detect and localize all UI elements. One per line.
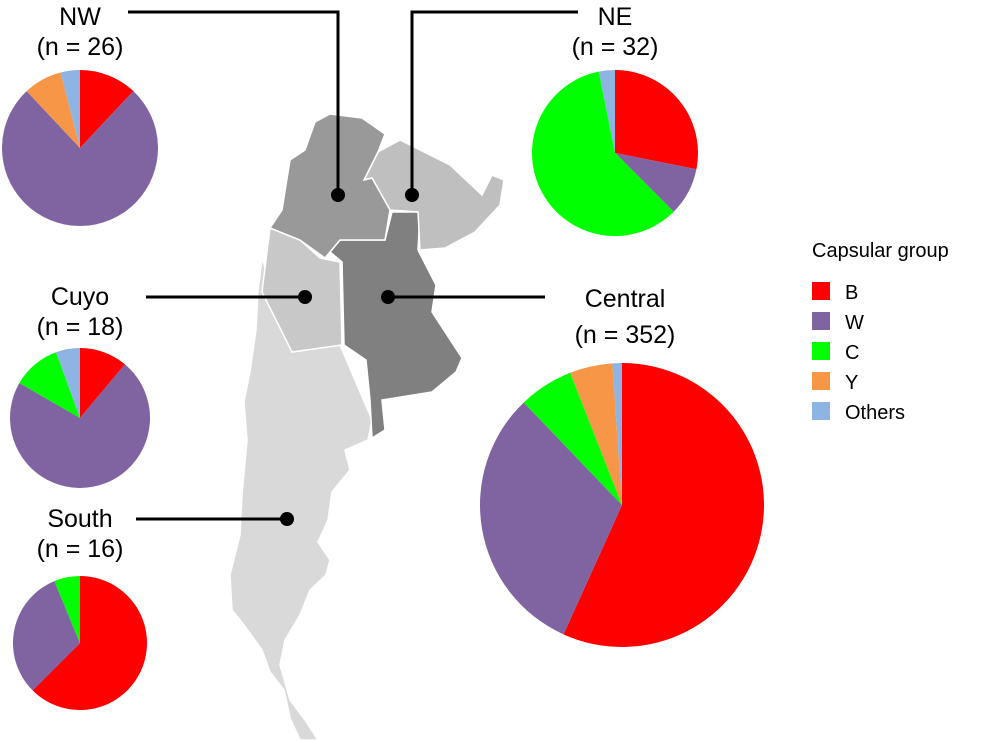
legend-label-c: C <box>845 342 859 364</box>
region-count-south: (n = 16) <box>37 535 124 563</box>
pie-chart-ne <box>532 70 698 236</box>
region-count-central: (n = 352) <box>575 321 676 349</box>
region-labels: NW (n = 26) NE (n = 32) Cuyo (n = 18) Ce… <box>37 3 676 563</box>
legend-swatch-y <box>812 372 830 390</box>
country-map <box>229 113 505 741</box>
region-count-cuyo: (n = 18) <box>37 313 124 341</box>
pie-slice-central-w <box>479 402 622 635</box>
pie-slice-ne-c <box>532 71 674 236</box>
marker-dot-ne <box>405 188 419 202</box>
pie-slice-central-b <box>563 363 764 647</box>
map-region-nw <box>268 113 391 260</box>
pie-slice-ne-others <box>598 70 615 153</box>
pie-slice-nw-y <box>26 72 81 148</box>
marker-dot-south <box>280 512 294 526</box>
region-title-cuyo: Cuyo <box>51 283 109 311</box>
pie-slice-nw-others <box>60 70 80 148</box>
region-count-nw: (n = 26) <box>37 33 124 61</box>
legend-swatch-w <box>812 312 830 330</box>
pie-slice-south-b <box>32 576 147 710</box>
legend-swatch-b <box>812 282 830 300</box>
marker-dot-nw <box>331 188 345 202</box>
map-region-south <box>229 257 373 741</box>
pie-slice-cuyo-c <box>19 352 81 418</box>
pie-slice-south-c <box>54 576 80 643</box>
marker-dot-cuyo <box>298 290 312 304</box>
leader-lines <box>128 10 578 521</box>
legend-label-b: B <box>845 282 858 304</box>
pie-slice-central-others <box>612 363 622 505</box>
leader-line-nw <box>128 10 340 195</box>
region-title-ne: NE <box>598 3 633 31</box>
legend-title: Capsular group <box>812 240 949 262</box>
pie-slice-ne-w <box>615 153 697 212</box>
pie-slice-central-c <box>523 372 622 505</box>
pie-slice-cuyo-others <box>56 348 80 418</box>
legend-swatch-c <box>812 342 830 360</box>
pie-slice-cuyo-b <box>80 348 125 418</box>
pie-slice-nw-b <box>80 70 134 148</box>
pie-slice-ne-b <box>615 70 698 170</box>
region-title-south: South <box>47 505 112 533</box>
legend-swatch-others <box>812 402 830 420</box>
pie-slice-south-w <box>12 581 80 691</box>
region-count-ne: (n = 32) <box>572 33 659 61</box>
region-title-central: Central <box>585 285 666 313</box>
region-markers <box>280 188 419 526</box>
pie-slice-cuyo-w <box>9 364 150 488</box>
marker-dot-central <box>381 290 395 304</box>
pie-slice-nw-w <box>2 91 159 227</box>
legend-label-w: W <box>845 312 864 334</box>
legend-label-others: Others <box>845 402 905 424</box>
legend-label-y: Y <box>845 372 858 394</box>
region-title-nw: NW <box>59 3 101 31</box>
pie-slice-central-y <box>570 363 622 505</box>
pie-chart-cuyo <box>9 348 150 488</box>
pie-chart-south <box>12 576 147 710</box>
pie-chart-nw <box>2 70 159 227</box>
leader-line-ne <box>410 10 578 195</box>
pie-chart-central <box>479 363 764 647</box>
